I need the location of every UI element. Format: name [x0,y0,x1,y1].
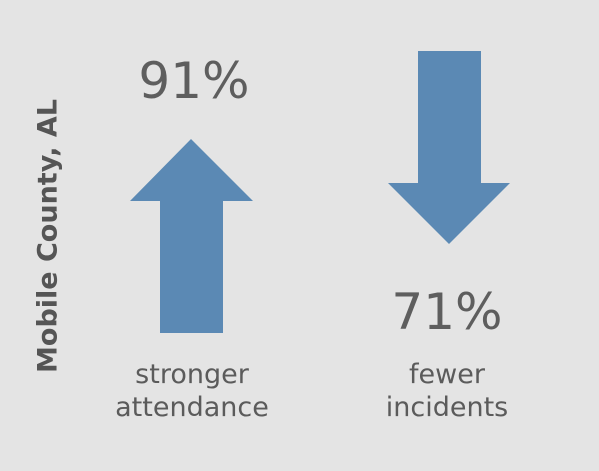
arrow-down-icon [388,51,510,244]
attendance-caption: stronger attendance [72,358,312,424]
incidents-caption-line-2: incidents [385,392,509,423]
attendance-stat-value: 91% [138,52,250,110]
incidents-stat-value: 71% [391,283,503,341]
arrow-up-icon [130,139,253,333]
attendance-caption-line-1: stronger [135,359,249,390]
incidents-caption: fewer incidents [327,358,567,424]
incidents-caption-line-1: fewer [409,359,485,390]
attendance-caption-line-2: attendance [115,392,269,423]
